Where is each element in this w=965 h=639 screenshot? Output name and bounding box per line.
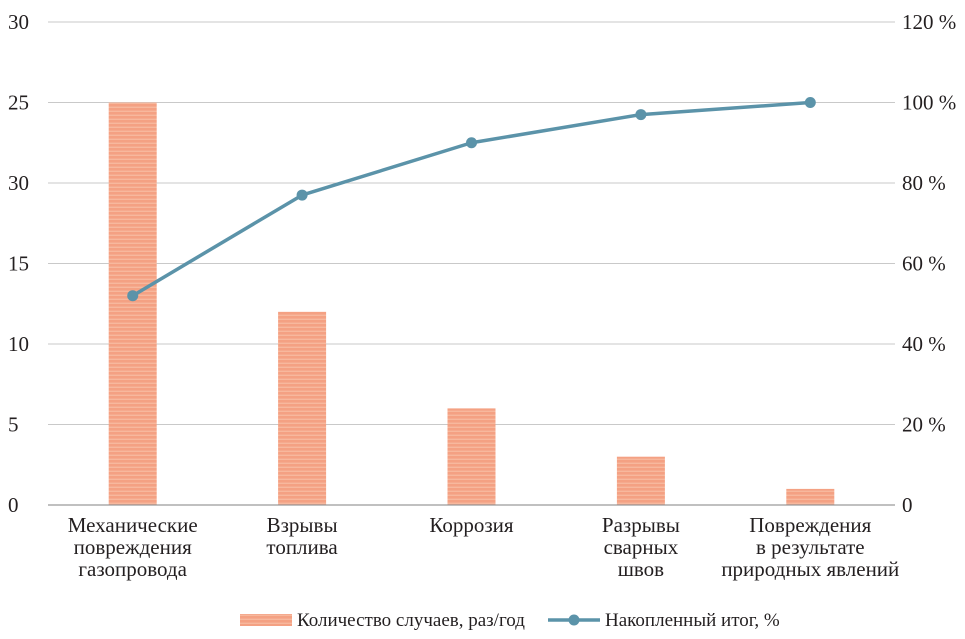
legend-bar-swatch (240, 614, 292, 626)
right-tick-label: 20 % (902, 413, 946, 437)
left-tick-label: 5 (8, 413, 19, 437)
bar-series (108, 102, 835, 505)
line-point (127, 290, 139, 302)
category-labels: Механические повреждения газопровода Взрывы… (68, 513, 900, 581)
right-tick-label: 80 % (902, 171, 946, 195)
category-label: Взрывы топлива (266, 513, 338, 559)
cumulative-line (131, 100, 811, 298)
left-tick-label: 25 (8, 91, 29, 115)
category-label: Повреждения в результате природных явлений (721, 513, 899, 581)
right-tick-label: 40 % (902, 332, 946, 356)
category-label: Разрывы сварных швов (602, 513, 680, 581)
line-point (804, 97, 816, 108)
left-tick-label: 0 (8, 493, 19, 517)
legend: Количество случаев, раз/год Накопленный … (240, 610, 780, 631)
bar (616, 456, 665, 505)
bar (447, 408, 496, 505)
left-tick-label: 10 (8, 332, 29, 356)
left-tick-label: 30 (8, 10, 29, 34)
category-label-line: повреждения (74, 535, 192, 559)
right-tick-label: 0 (902, 493, 913, 517)
legend-line-marker (568, 614, 580, 626)
category-label-line: в результате (756, 535, 865, 559)
legend-line-label: Накопленный итог, % (605, 610, 780, 631)
category-label-line: Повреждения (749, 513, 871, 537)
right-axis-tick-labels: 0 20 % 40 % 60 % 80 % 100 % 120 % (902, 10, 956, 517)
category-label-line: швов (618, 557, 664, 581)
line-point (296, 189, 308, 201)
cumulative-line-series (127, 97, 816, 302)
category-label: Механические повреждения газопровода (68, 513, 198, 581)
bar (786, 488, 835, 505)
category-label-line: Разрывы (602, 513, 680, 537)
right-tick-label: 60 % (902, 252, 946, 276)
bar (108, 102, 157, 505)
category-label-line: топлива (266, 535, 338, 559)
category-label-line: Взрывы (267, 513, 338, 537)
bar (278, 311, 327, 505)
left-tick-label: 30 (8, 171, 29, 195)
right-tick-label: 100 % (902, 91, 956, 115)
left-axis-tick-labels: 0 5 10 15 30 25 30 (8, 10, 29, 517)
line-point (635, 109, 647, 121)
category-label-line: Механические (68, 513, 198, 537)
legend-bar-label: Количество случаев, раз/год (297, 610, 525, 631)
category-label-line: природных явлений (721, 557, 899, 581)
category-label-line: Коррозия (429, 513, 513, 537)
category-label-line: сварных (604, 535, 679, 559)
category-label: Коррозия (429, 513, 513, 537)
right-tick-label: 120 % (902, 10, 956, 34)
gridlines (48, 21, 895, 425)
left-tick-label: 15 (8, 252, 29, 276)
category-label-line: газопровода (78, 557, 187, 581)
line-point (466, 137, 477, 149)
